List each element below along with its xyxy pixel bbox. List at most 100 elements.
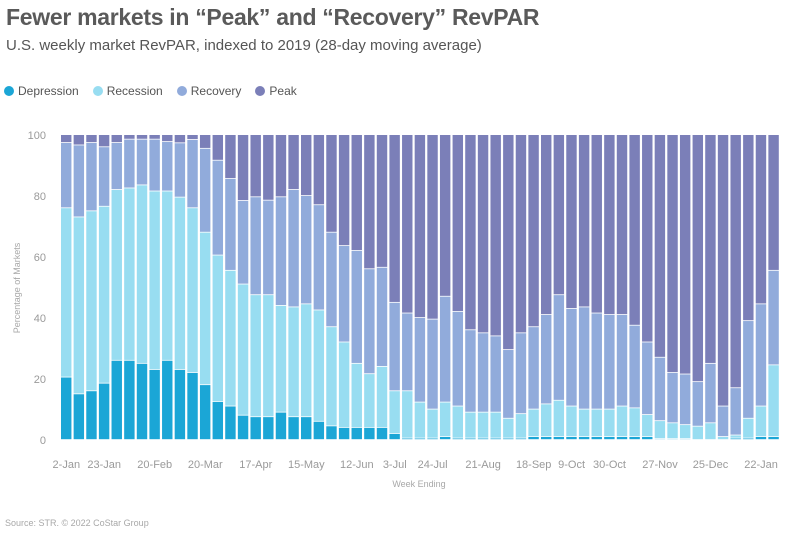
bar-segment-depression: 19-Jun – Depression: 4 xyxy=(364,427,375,440)
bar-segment-recovery: 21-Aug – Recovery: 26 xyxy=(477,333,489,412)
bar-segment-recession: 30-Oct – Recession: 9 xyxy=(604,409,615,437)
bar-segment-recovery: 10-Jul – Recovery: 25.5 xyxy=(402,313,413,391)
bar-segment-depression: 1-May – Depression: 9 xyxy=(275,412,287,440)
bar-segment-depression: 8-May – Depression: 7.5 xyxy=(288,417,299,440)
bar-segment-recovery: 9-Oct – Recovery: 32 xyxy=(566,308,577,406)
y-axis-title: Percentage of Markets xyxy=(12,242,22,333)
legend: Depression Recession Recovery Peak xyxy=(4,84,297,98)
x-tick-label: 12-Jun xyxy=(340,459,374,471)
bar-segment-recovery: 15-Jan – Recovery: 32 xyxy=(743,321,754,418)
bar-segment-depression: 22-Jan – Depression: 1 xyxy=(755,436,767,440)
bar-segment-depression: 14-Aug – Depression: 0.5 xyxy=(465,438,476,440)
y-tick-label: 0 xyxy=(40,435,46,447)
bar-segment-recession: 3-Apr – Recession: 44.5 xyxy=(225,270,236,406)
y-tick-label: 40 xyxy=(34,313,46,325)
x-tick-label: 2-Jan xyxy=(53,459,81,471)
bar-segment-recovery: 8-May – Recovery: 38.5 xyxy=(288,189,299,307)
bar-segment-recovery: 8-Jan – Recovery: 15.5 xyxy=(730,388,741,435)
bar-segment-recovery: 26-Jun – Recovery: 32.5 xyxy=(376,267,388,367)
bar-segment-recession: 25-Dec – Recession: 5.5 xyxy=(705,423,716,440)
bar-segment-recession: 13-Mar – Recession: 54 xyxy=(187,208,198,373)
bar-segment-recovery: 2-Jan – Recovery: 21.4 xyxy=(61,142,72,208)
x-tick-label: 18-Sep xyxy=(516,459,551,471)
bar-segment-recovery: 19-Jun – Recovery: 34.4 xyxy=(364,269,375,374)
bar-segment-recovery: 25-Sep – Recovery: 29.3 xyxy=(541,314,552,404)
bar-segment-peak: 4-Dec – Peak: 78 xyxy=(667,135,678,373)
bar-segment-depression: 15-May – Depression: 7.5 xyxy=(301,417,312,440)
bar-segment-recession: 2-Jan – Recession: 55.5 xyxy=(61,208,72,377)
bar-segment-recession: 15-Jan – Recession: 6.5 xyxy=(743,418,754,438)
bar-segment-recession: 23-Jan – Recession: 58 xyxy=(98,206,110,383)
bar-segment-recovery: 3-Jul – Recovery: 29 xyxy=(389,302,400,391)
legend-item-peak[interactable]: Peak xyxy=(255,84,297,98)
bar-segment-recession: 26-Jun – Recession: 20 xyxy=(376,366,388,427)
bar-segment-recovery: 7-Aug – Recovery: 31 xyxy=(452,311,464,406)
bar-segment-recession: 4-Sep – Recession: 6.5 xyxy=(503,418,514,438)
bar-segment-recession: 6-Feb – Recession: 56.5 xyxy=(124,188,135,360)
bar-segment-recovery: 15-May – Recovery: 35.5 xyxy=(301,196,312,304)
bar-segment-recession: 9-Jan – Recession: 58 xyxy=(73,217,85,394)
legend-swatch-depression xyxy=(4,86,14,96)
bar-segment-recession: 14-Aug – Recession: 8.5 xyxy=(465,412,476,438)
y-tick-label: 20 xyxy=(34,374,46,386)
bar-segment-peak: 1-Jan – Peak: 89 xyxy=(717,135,729,406)
bar-segment-recovery: 10-Apr – Recovery: 27.4 xyxy=(237,200,249,284)
x-tick-label: 17-Apr xyxy=(239,459,272,471)
bar-segment-recession: 4-Dec – Recession: 5.2 xyxy=(667,423,678,439)
bar-segment-peak: 11-Sep – Peak: 65 xyxy=(515,135,527,333)
x-tick-label: 23-Jan xyxy=(87,459,121,471)
bar-segment-recovery: 1-May – Recovery: 35.6 xyxy=(275,197,287,305)
legend-item-recession[interactable]: Recession xyxy=(92,84,163,98)
bar-segment-recession: 27-Mar – Recession: 48 xyxy=(212,255,224,402)
legend-label-recession: Recession xyxy=(106,84,163,98)
y-tick-label: 60 xyxy=(34,252,46,264)
bar-segment-depression: 26-Jun – Depression: 4 xyxy=(376,427,388,440)
bar-segment-depression: 3-Jul – Depression: 2 xyxy=(389,433,400,440)
bar-segment-depression: 17-Apr – Depression: 7.5 xyxy=(250,417,261,440)
bar-segment-depression: 31-Jul – Depression: 1 xyxy=(439,436,451,440)
bar-segment-depression: 24-Apr – Depression: 7.5 xyxy=(263,417,274,440)
bar-segment-depression: 20-Nov – Depression: 1 xyxy=(642,436,653,440)
bar-segment-depression: 10-Apr – Depression: 8 xyxy=(237,415,249,440)
x-axis-title: Week Ending xyxy=(392,479,445,489)
bar-segment-recession: 11-Sep – Recession: 8 xyxy=(515,414,527,438)
bar-segment-peak: 27-Nov – Peak: 73 xyxy=(654,135,666,357)
legend-item-recovery[interactable]: Recovery xyxy=(176,84,241,98)
bar-segment-recession: 10-Apr – Recession: 43 xyxy=(237,284,249,415)
bar-segment-recession: 7-Aug – Recession: 10.5 xyxy=(452,406,464,438)
bar-segment-peak: 20-Nov – Peak: 68 xyxy=(642,135,653,342)
bar-segment-recovery: 27-Nov – Recovery: 20.8 xyxy=(654,357,666,421)
bar-segment-peak: 2-Jan – Peak: 2.6 xyxy=(61,135,72,143)
bar-segment-recovery: 31-Jul – Recovery: 34.7 xyxy=(439,296,451,402)
bar-segment-recovery: 20-Feb – Recovery: 17 xyxy=(149,139,160,191)
x-tick-label: 27-Nov xyxy=(642,459,678,471)
bar-segment-recovery: 17-Apr – Recovery: 32.1 xyxy=(250,197,261,295)
bar-segment-depression: 16-Jan – Depression: 16 xyxy=(86,391,97,440)
bar-segment-peak: 9-Jan – Peak: 3.4 xyxy=(73,135,85,145)
bar-segment-peak: 30-Oct – Peak: 59 xyxy=(604,135,615,315)
bar-segment-peak: 31-Jul – Peak: 53 xyxy=(439,135,451,296)
bar-segment-peak: 3-Jul – Peak: 55 xyxy=(389,135,400,302)
bar-segment-recovery: 22-May – Recovery: 34.5 xyxy=(313,205,325,310)
x-tick-label: 20-Mar xyxy=(188,459,223,471)
bar-segment-recession: 27-Feb – Recession: 55.5 xyxy=(162,191,173,360)
bar-segment-recovery: 25-Dec – Recovery: 19.5 xyxy=(705,363,716,423)
legend-item-depression[interactable]: Depression xyxy=(4,84,79,98)
bar-segment-depression: 15-Jan – Depression: 0.5 xyxy=(743,438,754,440)
bar-segment-peak: 2-Oct – Peak: 52.5 xyxy=(553,135,565,295)
bar-segment-peak: 18-Dec – Peak: 81 xyxy=(692,135,704,382)
bar-segment-recovery: 4-Sep – Recovery: 22.5 xyxy=(503,350,514,418)
bar-segment-peak: 17-Jul – Peak: 60 xyxy=(414,135,426,318)
bar-segment-recession: 2-Oct – Recession: 11.9 xyxy=(553,400,565,437)
bar-segment-peak: 7-Aug – Peak: 58 xyxy=(452,135,464,312)
bar-segment-depression: 13-Feb – Depression: 25 xyxy=(136,363,148,440)
bar-segment-depression: 13-Mar – Depression: 22 xyxy=(187,372,198,440)
bar-segment-recession: 29-Jan – Recession: 23.5 xyxy=(768,365,779,437)
y-tick-label: 100 xyxy=(28,130,46,142)
bar-segment-depression: 22-May – Depression: 6 xyxy=(313,421,325,440)
bar-segment-recession: 16-Oct – Recession: 9 xyxy=(578,409,590,437)
bar-segment-depression: 30-Oct – Depression: 1 xyxy=(604,436,615,440)
bar-segment-peak: 23-Oct – Peak: 58.5 xyxy=(591,135,602,313)
bar-segment-peak: 17-Apr – Peak: 20.4 xyxy=(250,135,261,197)
bar-segment-recovery: 18-Sep – Recovery: 27 xyxy=(528,327,539,409)
